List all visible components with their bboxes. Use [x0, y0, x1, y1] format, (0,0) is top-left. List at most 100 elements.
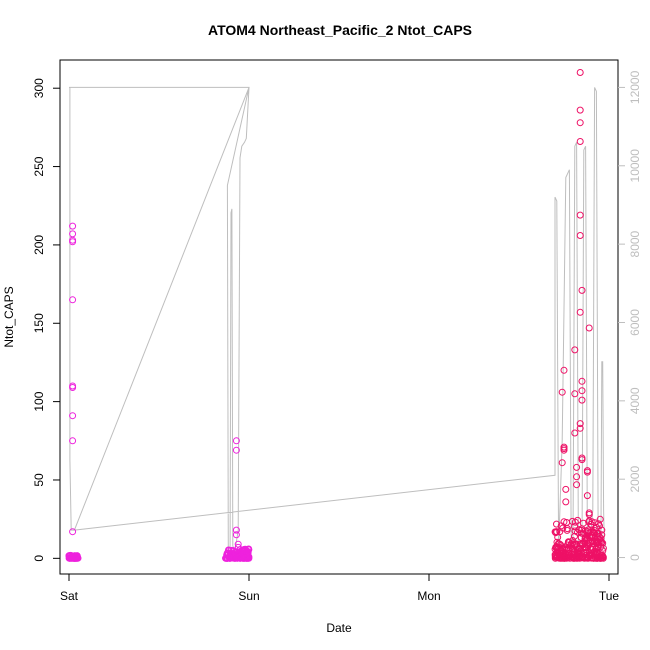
data-point [585, 511, 593, 518]
y2-tick-label: 10000 [628, 149, 642, 183]
data-point [576, 119, 584, 127]
data-point [225, 546, 232, 554]
data-point [223, 550, 231, 558]
data-point [560, 366, 568, 374]
data-point [583, 492, 591, 500]
x-axis-label: Date [326, 621, 352, 635]
y-tick-label: 200 [32, 235, 46, 255]
y2-tick-label: 0 [628, 554, 642, 561]
data-point [233, 554, 241, 562]
y-tick-label: 100 [32, 391, 46, 411]
data-point [592, 550, 600, 558]
y-tick-label: 250 [32, 156, 46, 176]
y-tick-label: 300 [32, 78, 46, 98]
data-point [591, 519, 599, 527]
data-point [69, 382, 77, 390]
data-point [571, 346, 579, 354]
x-tick-label: Sun [238, 589, 259, 603]
data-point [553, 528, 561, 536]
data-point [594, 554, 602, 562]
data-point [563, 541, 571, 549]
altitude-line [69, 86, 605, 554]
data-point [569, 537, 577, 544]
data-point [576, 424, 584, 432]
data-point [564, 546, 572, 554]
data-point [69, 296, 77, 304]
data-point [552, 529, 560, 537]
data-point [71, 553, 79, 561]
data-point [576, 138, 584, 145]
data-point [557, 522, 565, 530]
data-point [587, 528, 595, 536]
y-axis-label: Ntot_CAPS [2, 286, 16, 347]
data-point [559, 524, 567, 532]
data-point [69, 230, 77, 238]
data-point [237, 553, 245, 561]
data-point [558, 388, 566, 396]
data-point [576, 232, 584, 239]
data-point [576, 420, 584, 428]
data-point [579, 553, 587, 561]
x-tick-label: Sat [60, 589, 79, 603]
data-point [69, 412, 77, 420]
data-point [232, 526, 240, 534]
data-point [69, 437, 77, 445]
data-point [584, 541, 592, 549]
data-point [597, 534, 605, 542]
data-point [568, 545, 576, 553]
data-point [598, 526, 606, 534]
data-point [576, 106, 584, 114]
data-point [553, 520, 560, 528]
y-tick-label: 0 [32, 555, 46, 562]
data-point [571, 429, 579, 437]
data-point [66, 552, 74, 560]
y-tick-label: 50 [32, 473, 46, 487]
data-point [576, 69, 584, 76]
data-point [584, 534, 591, 542]
data-point [571, 518, 579, 526]
data-point [224, 551, 232, 559]
y-axis-right: 0 2000 4000 6000 8000 10000 12000 [618, 70, 642, 561]
data-point [577, 529, 585, 537]
altitude-line-layer [69, 86, 605, 554]
x-tick-label: Tue [599, 589, 620, 603]
data-point [571, 390, 579, 398]
data-point [562, 485, 570, 493]
data-point [573, 481, 581, 489]
data-point [573, 463, 581, 471]
data-point [558, 459, 566, 467]
data-point [578, 396, 586, 404]
y2-tick-label: 6000 [628, 309, 642, 336]
data-point [562, 498, 570, 506]
data-point [234, 540, 242, 548]
data-point [571, 532, 578, 540]
data-point [585, 324, 593, 332]
data-point [553, 548, 561, 556]
data-point [563, 554, 571, 562]
data-point [595, 541, 602, 548]
x-tick-label: Mon [417, 589, 440, 603]
x-axis: Sat Sun Mon Tue [60, 574, 619, 603]
y-tick-label: 150 [32, 313, 46, 333]
data-point [576, 211, 584, 219]
data-point [582, 546, 590, 554]
data-point [69, 528, 77, 536]
data-point [596, 522, 603, 530]
data-point [598, 531, 606, 539]
data-point [232, 437, 240, 445]
data-point [69, 222, 77, 230]
y2-tick-label: 4000 [628, 387, 642, 414]
data-point [578, 286, 586, 294]
data-point [583, 468, 591, 476]
y2-tick-label: 2000 [628, 466, 642, 493]
data-point [232, 446, 240, 454]
plot-frame [59, 59, 619, 575]
data-point [574, 516, 582, 524]
y2-tick-label: 12000 [628, 70, 642, 104]
data-point [569, 554, 577, 562]
data-point [232, 531, 240, 539]
data-point [578, 377, 586, 385]
chart-title: ATOM4 Northeast_Pacific_2 Ntot_CAPS [208, 22, 472, 38]
